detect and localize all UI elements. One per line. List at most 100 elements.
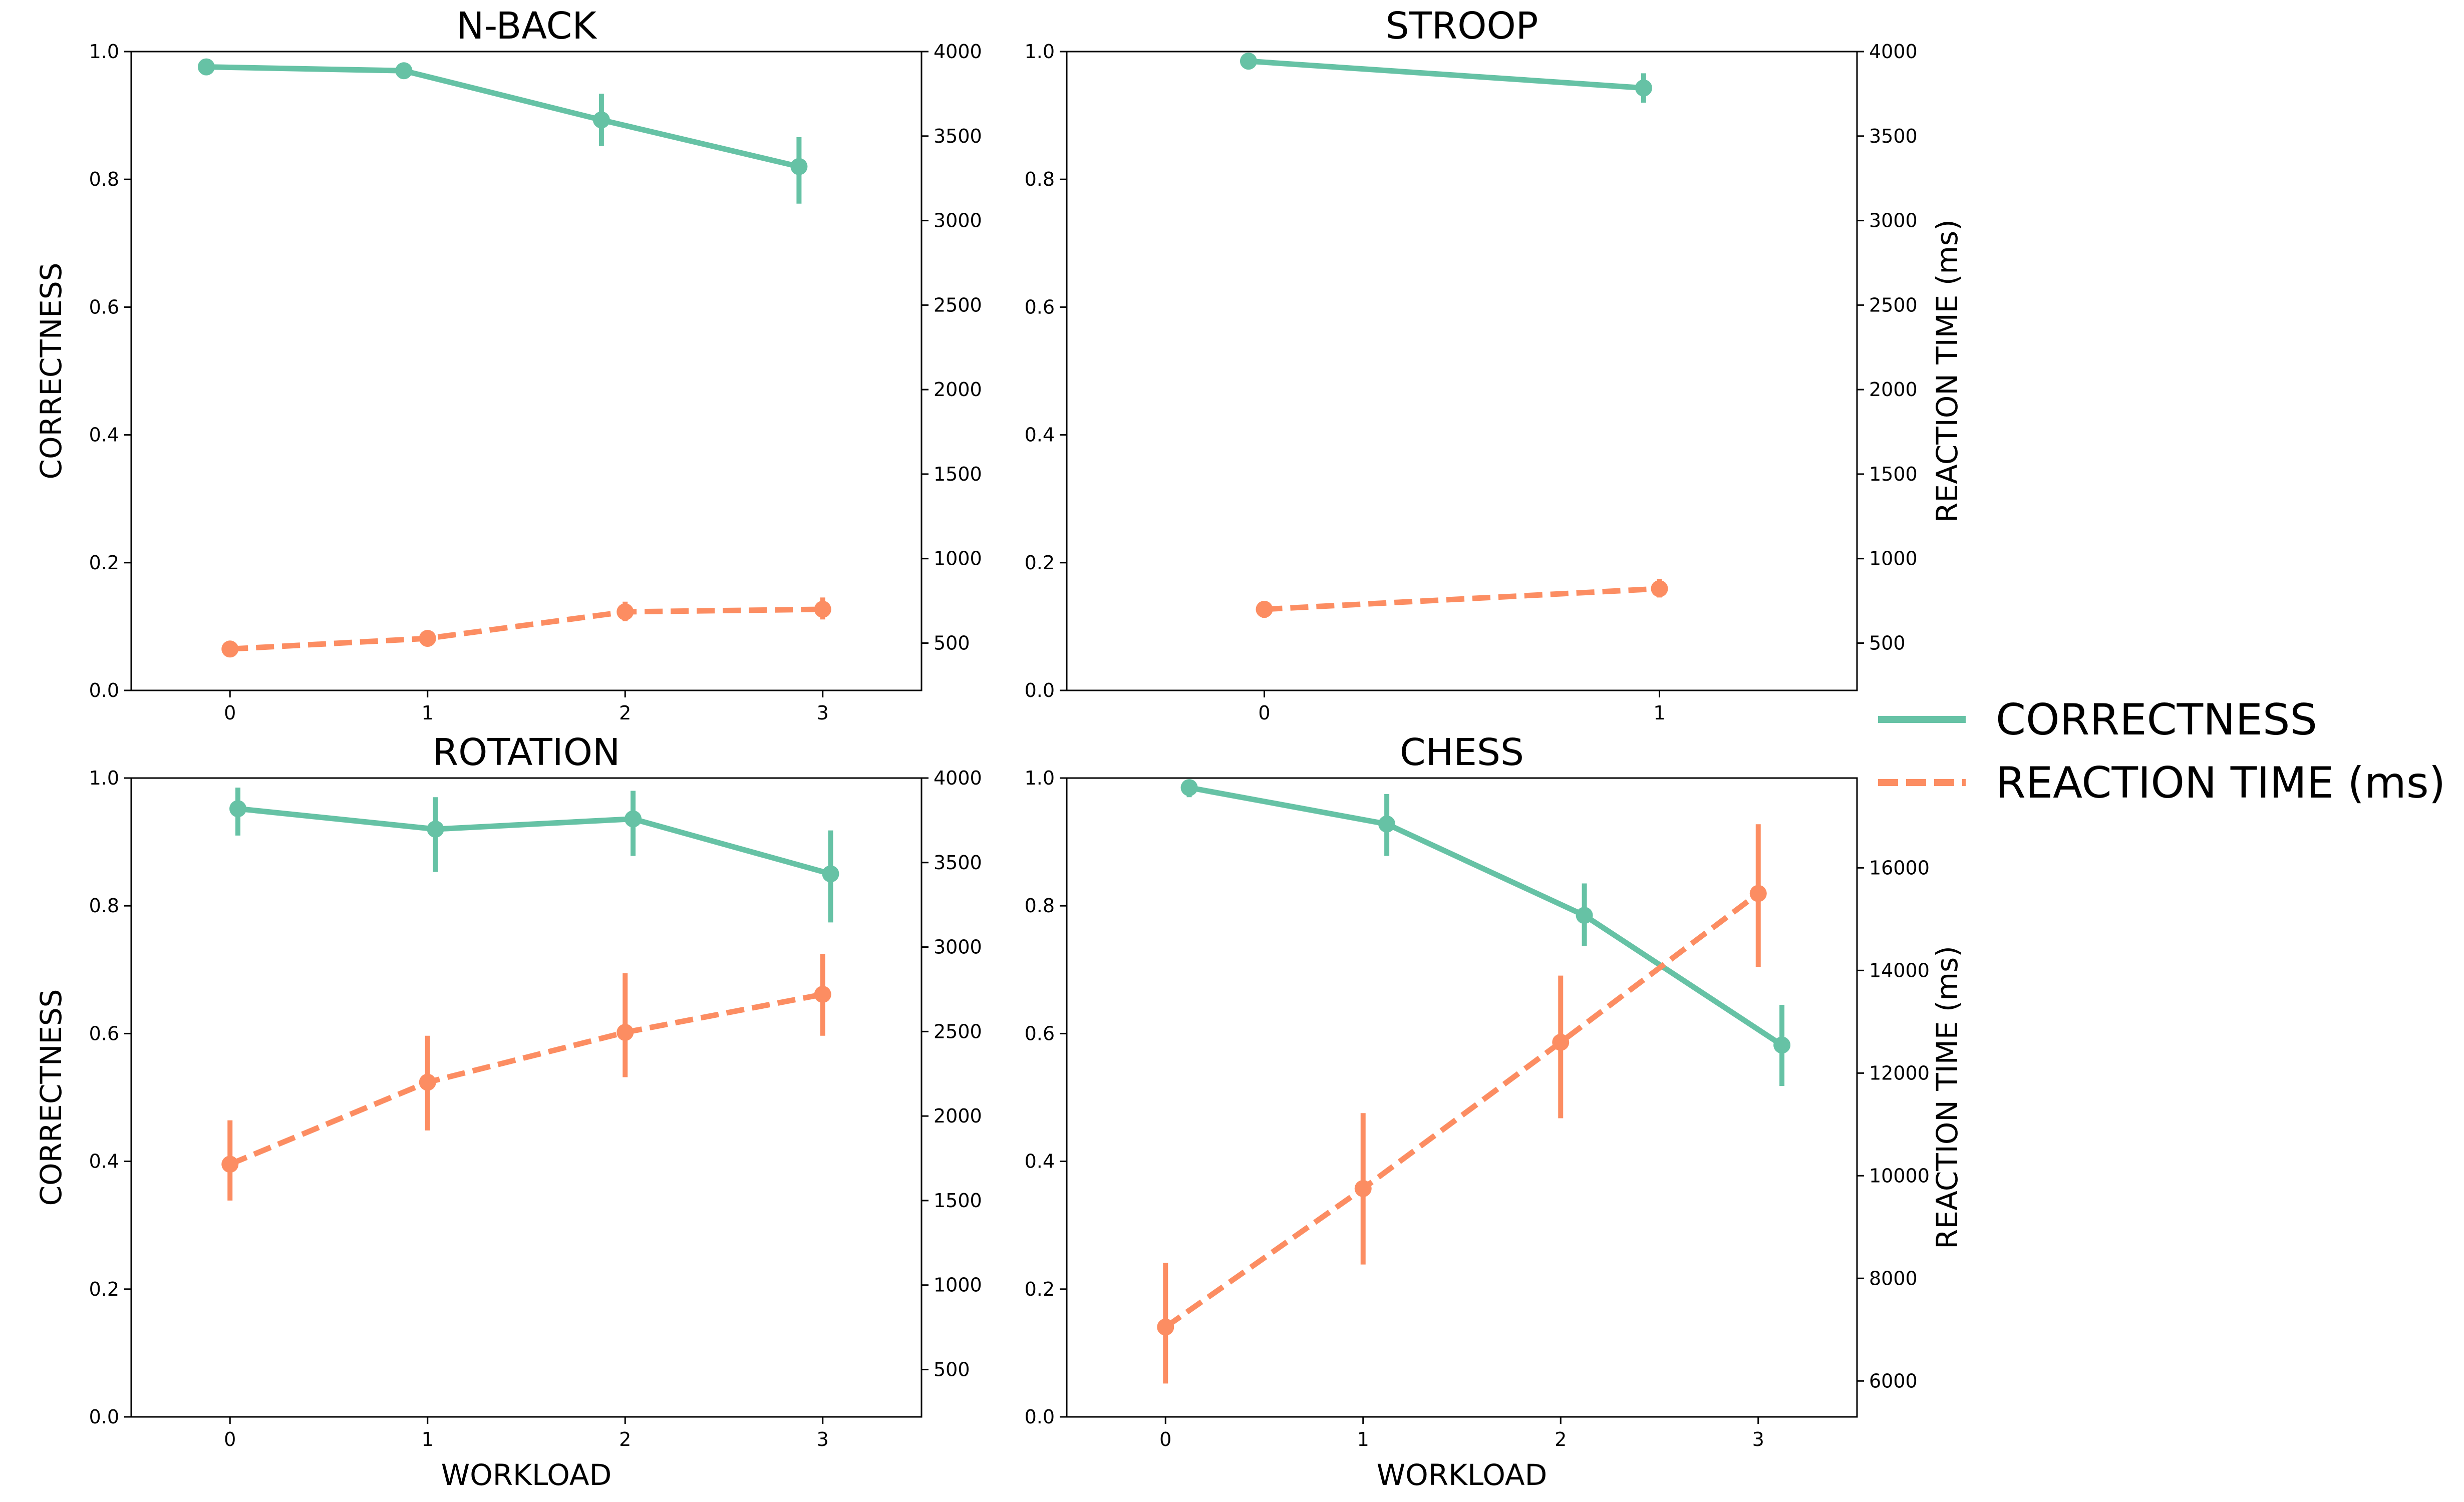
x-tick-label: 2 xyxy=(619,1428,631,1450)
x-tick-label: 0 xyxy=(224,702,236,724)
plot-frame xyxy=(1066,777,1858,1418)
data-point-reaction-time xyxy=(419,1073,436,1091)
data-point-correctness xyxy=(1240,53,1257,70)
series-line-reaction-time xyxy=(1164,891,1760,1330)
data-point-reaction-time xyxy=(419,630,436,647)
y-tick-label: 1.0 xyxy=(1025,767,1055,789)
data-point-correctness xyxy=(1773,1036,1791,1054)
data-point-correctness xyxy=(1180,779,1198,797)
data-point-reaction-time xyxy=(1157,1318,1174,1336)
y2-tick-label: 6000 xyxy=(1869,1370,1918,1392)
y-tick-label: 0.4 xyxy=(1025,424,1055,446)
data-point-reaction-time xyxy=(1354,1180,1372,1197)
y-tick-label: 0.0 xyxy=(1025,1406,1055,1428)
y2-tick-label: 2000 xyxy=(934,1105,982,1127)
data-point-correctness xyxy=(822,865,839,883)
y2-tick-label: 10000 xyxy=(1869,1165,1930,1187)
legend-label-correctness: CORRECTNESS xyxy=(1996,695,2317,745)
y2-tick-label: 1000 xyxy=(934,1274,982,1296)
y2-tick-label: 4000 xyxy=(934,41,982,63)
data-point-correctness xyxy=(1576,907,1593,924)
legend-label-reaction-time: REACTION TIME (ms) xyxy=(1996,758,2445,808)
x-tick-label: 1 xyxy=(1357,1428,1369,1450)
y-tick-label: 0.2 xyxy=(89,1278,119,1300)
x-tick-label: 0 xyxy=(1159,1428,1171,1450)
y2-tick-label: 3500 xyxy=(934,852,982,874)
series-line-reaction-time xyxy=(229,606,823,652)
y2-tick-label: 2000 xyxy=(1869,379,1918,401)
series-line-correctness xyxy=(1188,785,1784,1047)
data-point-correctness xyxy=(197,58,215,76)
y-tick-label: 1.0 xyxy=(89,767,119,789)
series-line-correctness xyxy=(237,806,832,877)
chart-panel-3: 0 1 2 3 0.0 0.2 0.4 0.6 0.8 1.0 6000 8000 10000 12000… xyxy=(1025,731,1964,1492)
chart-panel-1: 0 1 0.0 0.2 0.4 0.6 0.8 1.0 500 1000 1500 2000 2500 3… xyxy=(1025,5,1964,724)
y2-tick-label: 2500 xyxy=(1869,294,1918,316)
y-tick-label: 0.6 xyxy=(1025,1022,1055,1044)
y2-tick-label: 500 xyxy=(1869,632,1906,654)
y-tick-label: 0.6 xyxy=(1025,296,1055,318)
series-line-reaction-time xyxy=(1264,586,1660,612)
data-point-correctness xyxy=(592,111,610,129)
y-tick-label: 0.8 xyxy=(89,895,119,917)
y2-tick-label: 3000 xyxy=(1869,210,1918,232)
data-point-reaction-time xyxy=(1749,885,1767,902)
data-point-reaction-time xyxy=(221,1156,239,1173)
data-point-correctness xyxy=(1635,79,1652,97)
panel-title: ROTATION xyxy=(433,731,621,774)
x-tick-label: 0 xyxy=(224,1428,236,1450)
x-tick-label: 2 xyxy=(619,702,631,724)
y2-tick-label: 12000 xyxy=(1869,1062,1930,1084)
y-tick-label: 0.2 xyxy=(89,552,119,574)
data-point-reaction-time xyxy=(617,1024,634,1041)
y2-tick-label: 500 xyxy=(934,1358,970,1380)
y2-tick-label: 2500 xyxy=(934,294,982,316)
data-point-correctness xyxy=(790,158,808,175)
data-point-reaction-time xyxy=(1651,580,1668,597)
chart-panel-2: 0 1 2 3 0.0 0.2 0.4 0.6 0.8 1.0 500 1000 1500 2000 250… xyxy=(34,731,982,1492)
y2-tick-label: 16000 xyxy=(1869,857,1930,879)
y2-tick-label: 1000 xyxy=(934,548,982,570)
y-tick-label: 0.8 xyxy=(1025,895,1055,917)
series-line-reaction-time xyxy=(229,991,823,1167)
data-point-correctness xyxy=(395,62,413,80)
y2-tick-label: 1500 xyxy=(1869,463,1918,485)
y-tick-label: 0.0 xyxy=(89,1406,119,1428)
y-tick-label: 0.4 xyxy=(89,1151,119,1173)
y2-tick-label: 1000 xyxy=(1869,548,1918,570)
data-point-correctness xyxy=(625,810,642,828)
x-tick-label: 3 xyxy=(1752,1428,1764,1450)
y2-tick-label: 3500 xyxy=(1869,125,1918,147)
data-point-correctness xyxy=(427,821,444,838)
y-axis-label: CORRECTNESS xyxy=(34,989,68,1206)
y2-tick-label: 3000 xyxy=(934,936,982,958)
y-tick-label: 0.8 xyxy=(89,168,119,190)
chart-panels: 0 1 2 30.00.20.40.60.81.0500100015002000250… xyxy=(34,5,1964,1492)
data-point-reaction-time xyxy=(617,603,634,621)
y2-tick-label: 4000 xyxy=(1869,41,1918,63)
y2-tick-label: 1500 xyxy=(934,463,982,485)
y2-tick-label: 3000 xyxy=(934,210,982,232)
x-tick-label: 3 xyxy=(817,702,829,724)
y2-tick-label: 1500 xyxy=(934,1190,982,1212)
x-tick-label: 1 xyxy=(1653,702,1665,724)
x-tick-label: 0 xyxy=(1258,702,1270,724)
y-tick-label: 0.2 xyxy=(1025,1278,1055,1300)
data-point-reaction-time xyxy=(221,640,239,658)
y-tick-label: 0.4 xyxy=(89,424,119,446)
y2-tick-label: 2000 xyxy=(934,379,982,401)
y-axis-label: CORRECTNESS xyxy=(34,263,68,480)
y-tick-label: 0.6 xyxy=(89,1022,119,1044)
data-point-correctness xyxy=(1378,815,1396,833)
panel-title: STROOP xyxy=(1386,5,1538,48)
chart-panel-0: 0 1 2 3 0.0 0.2 0.4 0.6 0.8 1.0 500 1000 1500 2000 250… xyxy=(34,5,982,724)
y-tick-label: 0.4 xyxy=(1025,1151,1055,1173)
plot-frame xyxy=(130,777,922,1418)
x-axis-label: WORKLOAD xyxy=(441,1458,612,1492)
x-axis-label: WORKLOAD xyxy=(1377,1458,1548,1492)
plot-frame xyxy=(1066,51,1858,691)
data-point-reaction-time xyxy=(1256,600,1273,618)
y2-tick-label: 14000 xyxy=(1869,959,1930,981)
y2-tick-label: 8000 xyxy=(1869,1267,1918,1289)
x-tick-label: 2 xyxy=(1555,1428,1567,1450)
